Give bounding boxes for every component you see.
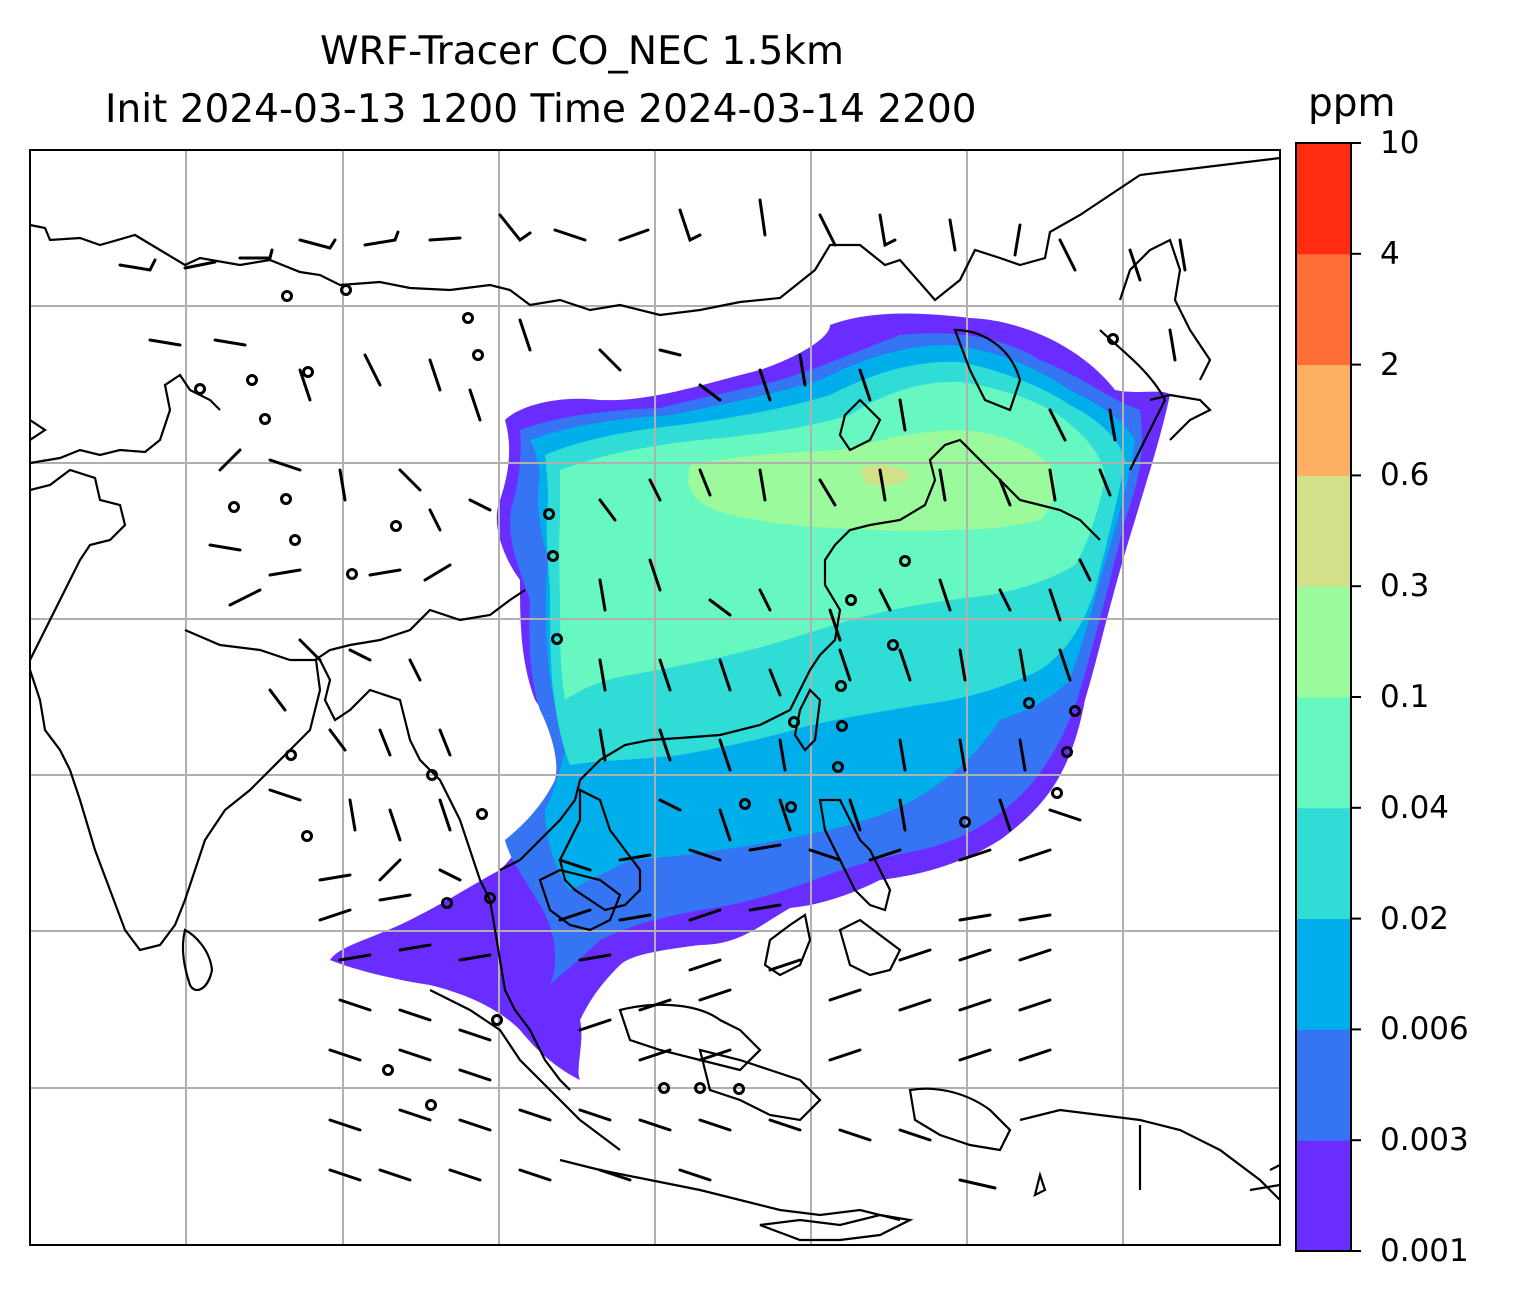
tracer-field [330, 313, 1170, 1080]
colorbar-segment [1296, 586, 1351, 698]
colorbar-tick-label: 0.1 [1380, 679, 1430, 715]
colorbar-tick-label: 0.3 [1380, 568, 1430, 605]
colorbar-segment [1296, 697, 1351, 809]
colorbar [1296, 142, 1361, 1252]
colorbar-tick-label: 0.003 [1380, 1122, 1469, 1159]
calm-markers [194, 284, 1119, 1111]
wind-barbs [118, 198, 1187, 1190]
colorbar-tick-label: 0.02 [1380, 900, 1450, 937]
colorbar-segment [1296, 1029, 1351, 1141]
colorbar-segment [1296, 807, 1351, 920]
colorbar-tick-label: 10 [1380, 125, 1420, 161]
colorbar-tick-label: 4 [1380, 235, 1400, 272]
colorbar-tick-label: 2 [1380, 346, 1400, 383]
colorbar-unit: ppm [1308, 81, 1396, 126]
field-level-0.3 [860, 464, 910, 486]
colorbar-frame [1295, 142, 1352, 1252]
colorbar-segment [1296, 364, 1351, 476]
colorbar-tick-label: 0.04 [1380, 789, 1450, 826]
colorbar-tick-label: 0.001 [1380, 1233, 1469, 1269]
colorbar-segment [1296, 475, 1351, 587]
colorbar-segment [1296, 1140, 1351, 1252]
colorbar-segment [1296, 918, 1351, 1030]
colorbar-segment [1296, 253, 1351, 366]
gridlines [30, 150, 1280, 1245]
map-frame [29, 149, 1281, 1246]
colorbar-tick-label: 0.6 [1380, 457, 1430, 494]
chart-title: WRF-Tracer CO_NEC 1.5km [320, 29, 844, 74]
colorbar-segment [1296, 143, 1351, 255]
chart-subtitle: Init 2024-03-13 1200 Time 2024-03-14 220… [105, 87, 977, 132]
colorbar-tick-label: 0.006 [1380, 1011, 1469, 1048]
